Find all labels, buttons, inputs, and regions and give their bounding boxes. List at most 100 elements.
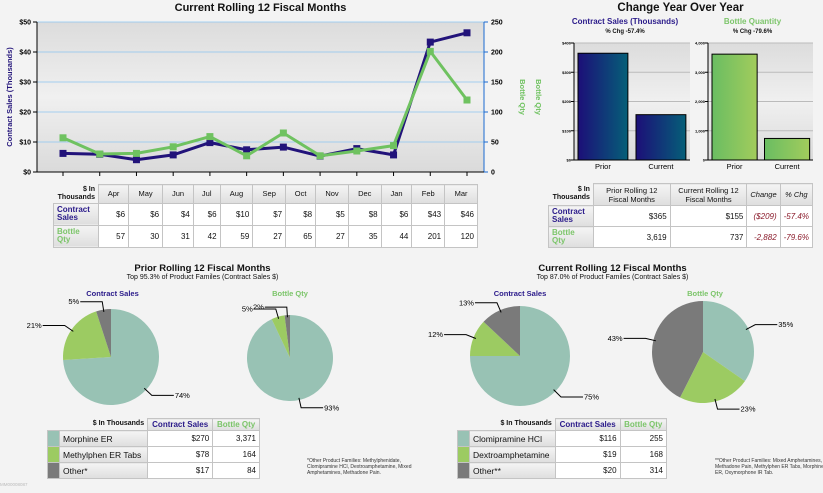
data-point [206,133,214,141]
cell: 84 [212,462,260,479]
cell: 44 [380,224,413,248]
y2-tick-label: 100 [491,110,503,117]
yoy-table: $ In Thousands Prior Rolling 12 Fiscal M… [548,183,814,248]
cell: $116 [554,430,621,447]
y2-tick-label: 50 [491,140,499,147]
yoy-qty-subtitle: % Chg -79.6% [732,29,773,35]
current-qty-pie-title: Bottle Qty [687,289,723,298]
data-point [390,142,398,150]
current-qty-pie-slice [652,301,703,398]
leader-line [623,337,656,342]
yoy-title: Change Year Over Year [617,2,744,14]
leader-line [714,398,740,410]
data-point [426,38,434,46]
month-header: Apr [97,184,130,204]
leader-line [444,334,477,339]
y-tick-label: $100 [562,128,572,133]
y2-tick-label: 200 [491,50,503,57]
table-row: Contract Sales $6 $6 $4 $6 $10 $7 $8 $5 $8 $6 $43 $4… [53,202,478,226]
month-header: Sep [252,184,287,204]
prior-qty-pie-title: Bottle Qty [272,289,308,298]
qty-bar [764,137,811,161]
leader-line [745,324,778,330]
y-tick-label: $200 [562,99,572,104]
y-tick-label: $10 [19,140,31,147]
col-header: Bottle Qty [619,418,668,431]
table-row: Other* $17 84 [47,462,260,479]
yoy-sales-subtitle: % Chg -57.4% [605,29,645,35]
data-point [243,152,251,160]
cell: 3,371 [212,430,260,447]
prior-sales-pie-title: Contract Sales [86,289,139,298]
cell: $78 [147,446,214,463]
prior-products-table: $ In Thousands Contract Sales Bottle Qty Mo… [47,418,260,479]
cell: 57 [97,224,130,248]
cell: $17 [147,462,214,479]
row-label: Methylphen ER Tabs [58,446,149,463]
table-row: Bottle Qty 57 30 31 42 59 27 65 27 35 44 201 120 [53,224,478,248]
prior-footnote: *Other Product Families: Methylphenidate… [307,458,412,476]
cell: -79.6% [779,226,814,248]
row-label: Clomipramine HCl [469,430,556,447]
y-tick-label: 4,000 [695,41,706,46]
prior-title: Prior Rolling 12 Fiscal Months [134,263,271,274]
month-header: Jun [162,184,194,204]
month-header: Feb [411,184,446,204]
col-header: Prior Rolling 12 Fiscal Months [592,183,671,206]
slice-label: 21% [27,321,42,330]
cell: $8 [285,202,317,226]
slice-label: 12% [428,330,443,339]
leader-line [553,389,584,398]
cell: 201 [411,224,446,248]
leader-line [143,387,174,396]
y-tick-label: 3,000 [695,70,706,75]
month-header: Mar [444,184,478,204]
cell: $6 [97,202,130,226]
month-header: Jan [380,184,413,204]
corner-label: $ In Thousands [92,420,145,428]
row-label: Contract Sales [53,202,99,226]
data-point [463,29,471,37]
legend-swatch [457,462,470,479]
prior-sales-pie-slice [63,311,111,361]
cell: 737 [669,226,748,248]
slice-label: 74% [175,391,190,400]
leader-line [264,306,288,318]
cell: $19 [554,446,621,463]
prior-sales-pie-slice [63,309,160,405]
row-label: Contract Sales [548,205,594,227]
y-axis-label: Contract Sales (Thousands) [5,47,14,147]
y2-tick-label: 0 [491,170,495,177]
row-label: Bottle Qty [53,224,99,248]
leader-line [474,302,502,313]
data-point [59,134,67,142]
data-point [390,151,398,159]
data-point [59,149,67,157]
month-header: Dec [347,184,382,204]
y-tick-label: $20 [19,110,31,117]
month-header: Nov [315,184,349,204]
data-point [169,143,177,151]
slice-label: 5% [242,305,253,314]
legend-swatch [457,430,470,447]
data-point [132,149,140,157]
col-header: Change [746,183,781,206]
current-footnote: **Other Product Families: Mixed Amphetam… [715,458,823,476]
cell: -57.4% [779,205,814,227]
prior-sales-pie-slice [96,309,111,357]
prior-qty-pie-slice [284,315,290,358]
legend-swatch [47,430,60,447]
leader-line [298,397,324,409]
slice-label: 5% [68,297,79,306]
cell: 168 [619,446,668,463]
series-line-contract-sales [62,31,468,162]
row-label: Morphine ER [58,430,149,447]
slice-label: 75% [584,393,599,402]
cell: 31 [162,224,194,248]
table-row: Contract Sales $365 $155 ($209) -57.4% [548,205,814,227]
y-tick-label: $0 [567,158,572,163]
col-header: Contract Sales [554,418,621,431]
cell: 120 [444,224,478,248]
cell: $43 [411,202,446,226]
y-tick-label: $40 [19,50,31,57]
